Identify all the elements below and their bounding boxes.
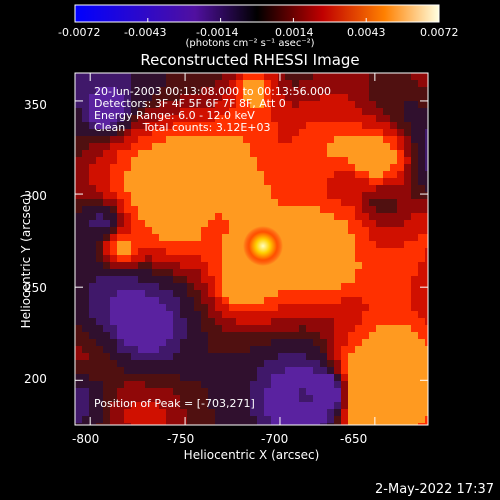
detectors-annotation: Detectors: 3F 4F 5F 6F 7F 8F, Att 0	[94, 97, 286, 110]
energy-range-annotation: Energy Range: 6.0 - 12.0 keV	[94, 109, 255, 122]
x-tick-label: -650	[340, 432, 368, 446]
x-axis-label: Heliocentric X (arcsec)	[183, 448, 320, 462]
x-tick-label: -800	[72, 432, 100, 446]
plot-title: Reconstructed RHESSI Image	[140, 51, 360, 69]
flare-peak-source	[243, 226, 283, 266]
plot-timestamp: 2-May-2022 17:37	[375, 482, 494, 497]
y-tick-label: 250	[24, 281, 47, 295]
plot-frame	[74, 72, 429, 426]
counts-annotation: Clean Total counts: 3.12E+03	[94, 121, 271, 134]
colorbar-tick-label: -0.0043	[124, 26, 167, 39]
y-tick-label: 200	[24, 372, 47, 386]
colorbar-tick-label: -0.0014	[196, 26, 239, 39]
x-tick-label: -700	[261, 432, 289, 446]
colorbar	[74, 4, 440, 23]
peak-position-annotation: Position of Peak = [-703,271]	[94, 397, 255, 410]
y-tick-label: 300	[24, 189, 47, 203]
colorbar-tick-label: 0.0014	[275, 26, 314, 39]
time-range-annotation: 20-Jun-2003 00:13:08.000 to 00:13:56.000	[94, 85, 332, 98]
y-axis-label: Heliocentric Y (arcsec)	[19, 193, 33, 329]
colorbar-tick-label: 0.0043	[347, 26, 386, 39]
colorbar-unit-label: (photons cm⁻² s⁻¹ asec⁻²)	[185, 38, 315, 49]
colorbar-ticks	[74, 18, 440, 22]
colorbar-tick-label: -0.0072	[58, 26, 101, 39]
colorbar-tick-label: 0.0072	[420, 26, 459, 39]
hxr-image	[75, 73, 428, 425]
axis-ticks	[75, 73, 428, 425]
x-tick-label: -750	[167, 432, 195, 446]
y-tick-label: 350	[24, 98, 47, 112]
